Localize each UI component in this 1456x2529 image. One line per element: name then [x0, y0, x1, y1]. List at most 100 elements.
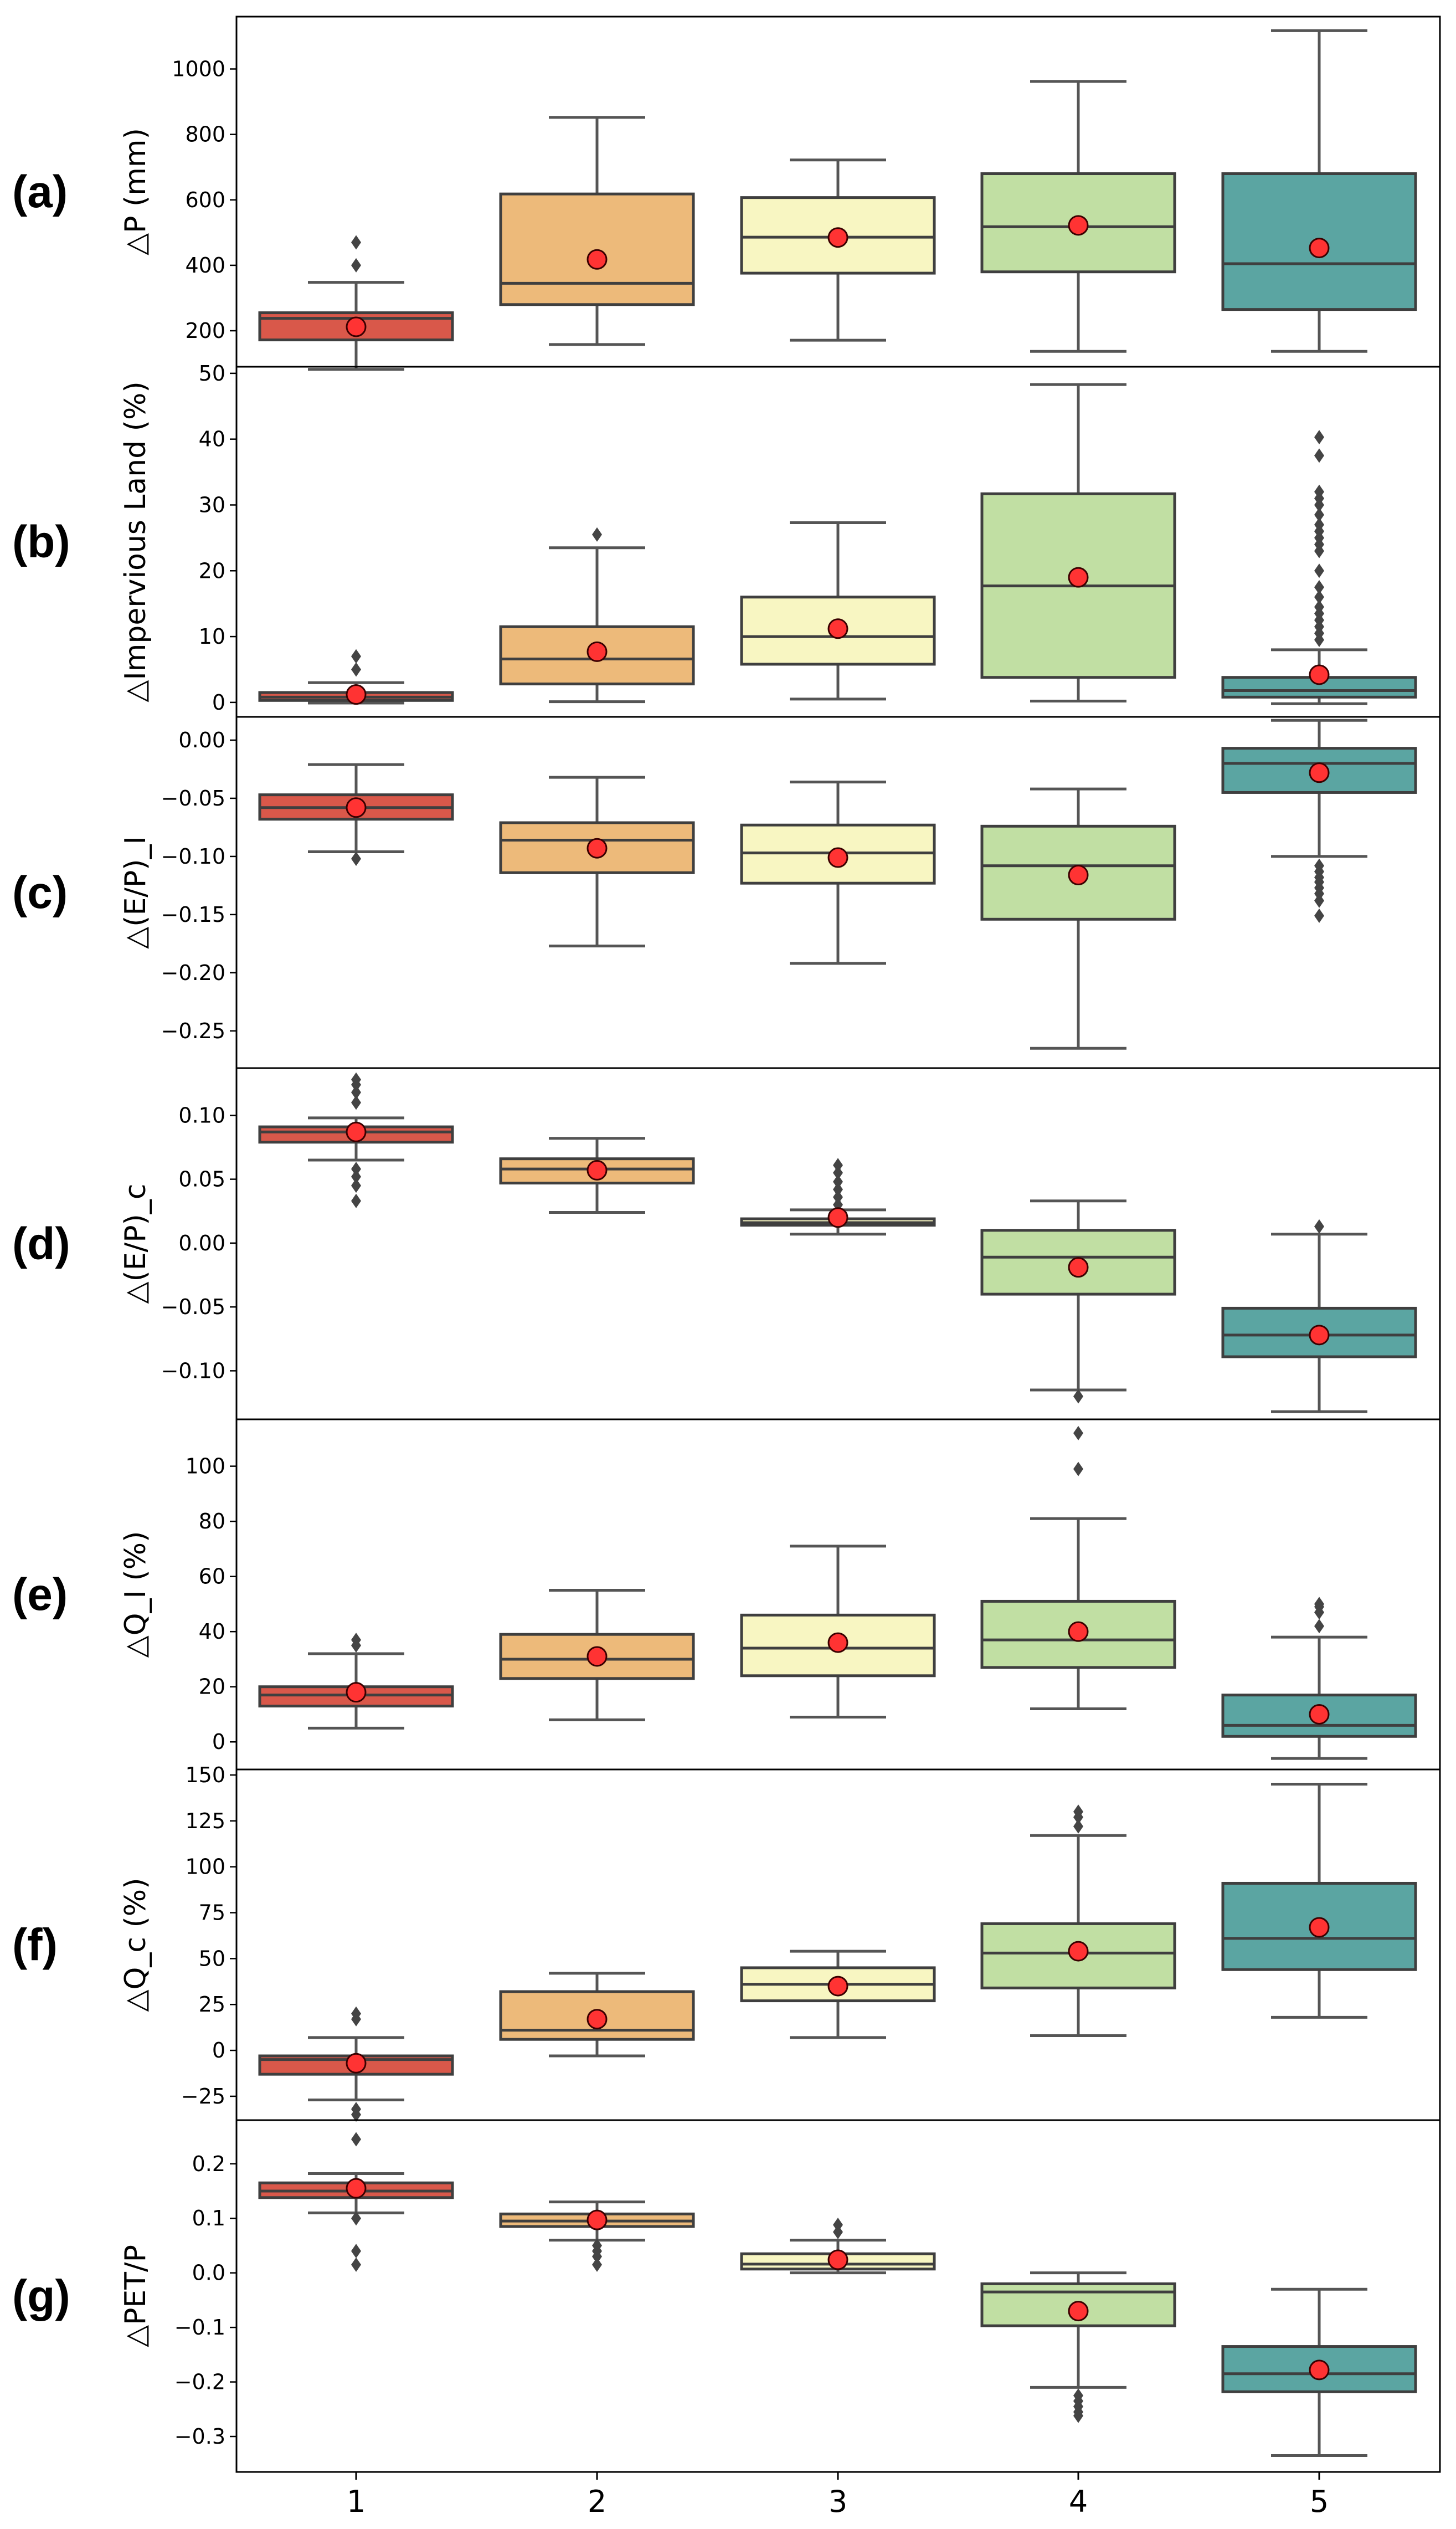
box-category-1 — [258, 649, 454, 705]
y-tick-label: 0.00 — [178, 728, 225, 752]
box-category-1 — [258, 2132, 454, 2272]
y-tick-label: −0.20 — [161, 961, 225, 985]
y-tick-label: 50 — [199, 361, 225, 386]
outlier-point — [351, 235, 361, 250]
panel-label: (g) — [12, 2271, 70, 2322]
outlier-point — [351, 1072, 361, 1087]
panel-label: (b) — [12, 517, 70, 567]
panel-e: (e) △Q_I (%) 0 20 40 60 80 100 — [12, 1418, 1441, 1771]
box-category-1 — [258, 1633, 454, 1730]
outlier-point — [351, 2132, 361, 2147]
mean-marker — [1068, 567, 1089, 588]
box-category-2 — [499, 1137, 695, 1214]
box-category-1 — [258, 763, 454, 866]
outlier-point — [833, 1158, 843, 1173]
outlier-point — [592, 2257, 602, 2272]
box-category-2 — [499, 776, 695, 948]
mean-marker — [1068, 1621, 1089, 1642]
outlier-point — [1314, 599, 1324, 614]
mean-marker — [827, 847, 848, 868]
box-category-5 — [1221, 430, 1417, 705]
outlier-point — [1073, 2408, 1083, 2423]
box-category-4 — [980, 1425, 1176, 1711]
outlier-point — [1073, 1389, 1083, 1404]
y-tick-label: −0.05 — [161, 786, 225, 810]
mean-marker — [1309, 664, 1330, 685]
x-tick-label: 4 — [1069, 2484, 1088, 2519]
outlier-point — [1314, 430, 1324, 445]
mean-marker — [586, 2209, 608, 2230]
box-category-3 — [740, 781, 936, 965]
outlier-point — [351, 2107, 361, 2122]
box-category-1 — [258, 1072, 454, 1208]
outlier-point — [1314, 893, 1324, 908]
box-category-5 — [1221, 29, 1417, 353]
box-category-3 — [740, 158, 936, 342]
outlier-point — [351, 1178, 361, 1193]
box-category-5 — [1221, 2287, 1417, 2457]
y-tick-label: 800 — [185, 122, 225, 147]
outlier-point — [1314, 589, 1324, 604]
y-tick-label: 150 — [185, 1763, 225, 1787]
box-category-3 — [740, 521, 936, 701]
y-tick-label: −25 — [181, 2084, 225, 2109]
y-tick-label: −0.05 — [161, 1295, 225, 1319]
box-category-2 — [499, 2200, 695, 2272]
box-category-2 — [499, 1589, 695, 1721]
box-category-1 — [258, 2006, 454, 2122]
panel-c: (c) △(E/P)_I 0.00 −0.05 −0.10 −0.15 −0.20 −0.25 — [12, 716, 1441, 1069]
panel-d: (d) △(E/P)_c 0.10 0.05 0.00 −0.05 −0.10 — [12, 1067, 1441, 1420]
outlier-point — [1314, 1597, 1324, 1612]
y-tick-label: 200 — [185, 319, 225, 343]
panel-label: (a) — [12, 167, 68, 217]
outlier-point — [1314, 908, 1324, 923]
x-tick-label: 5 — [1310, 2484, 1329, 2519]
outlier-point — [1314, 448, 1324, 463]
mean-marker — [586, 1160, 608, 1181]
y-axis-label: △Q_c (%) — [119, 1877, 152, 2012]
y-tick-label: 40 — [199, 427, 225, 452]
box-category-4 — [980, 2271, 1176, 2423]
outlier-point — [592, 2249, 602, 2264]
box-category-4 — [980, 80, 1176, 353]
mean-marker — [346, 2178, 367, 2199]
outlier-point — [833, 2218, 843, 2233]
mean-marker — [1309, 238, 1330, 259]
iqr-box — [740, 196, 936, 275]
box-category-2 — [499, 1972, 695, 2058]
panel-b: (b) △Impervious Land (%) 0 10 20 30 40 50 — [12, 361, 1441, 718]
y-axis-label: △Q_I (%) — [119, 1531, 152, 1658]
mean-marker — [1309, 762, 1330, 783]
panel-label: (f) — [12, 1920, 58, 1971]
mean-marker — [586, 838, 608, 859]
y-tick-label: 20 — [199, 558, 225, 583]
box-category-4 — [980, 1804, 1176, 2038]
outlier-point — [833, 1182, 843, 1197]
mean-marker — [1309, 1704, 1330, 1725]
mean-marker — [827, 618, 848, 639]
y-axis-label: △PET/P — [119, 2245, 152, 2347]
outlier-point — [351, 2211, 361, 2226]
mean-marker — [1309, 1325, 1330, 1346]
panel-f: (f) △Q_c (%) −25 0 25 50 75 100 125 150 — [12, 1763, 1441, 2122]
box-category-3 — [740, 1545, 936, 1719]
box-category-2 — [499, 527, 695, 704]
y-tick-label: 50 — [199, 1946, 225, 1971]
x-tick-label: 2 — [588, 2484, 606, 2519]
outlier-point — [351, 258, 361, 273]
y-tick-label: 0 — [212, 690, 225, 715]
box-category-4 — [980, 383, 1176, 702]
y-tick-label: 40 — [199, 1619, 225, 1644]
outlier-point — [1073, 1819, 1083, 1834]
y-tick-label: −0.1 — [174, 2315, 225, 2340]
outlier-point — [1314, 484, 1324, 499]
mean-marker — [1068, 865, 1089, 886]
box-category-5 — [1221, 1597, 1417, 1760]
y-tick-label: 400 — [185, 253, 225, 278]
y-tick-label: 100 — [185, 1855, 225, 1879]
y-tick-label: 60 — [199, 1564, 225, 1589]
y-tick-label: −0.2 — [174, 2370, 225, 2394]
outlier-point — [351, 1633, 361, 1648]
y-tick-label: 25 — [199, 1992, 225, 2017]
